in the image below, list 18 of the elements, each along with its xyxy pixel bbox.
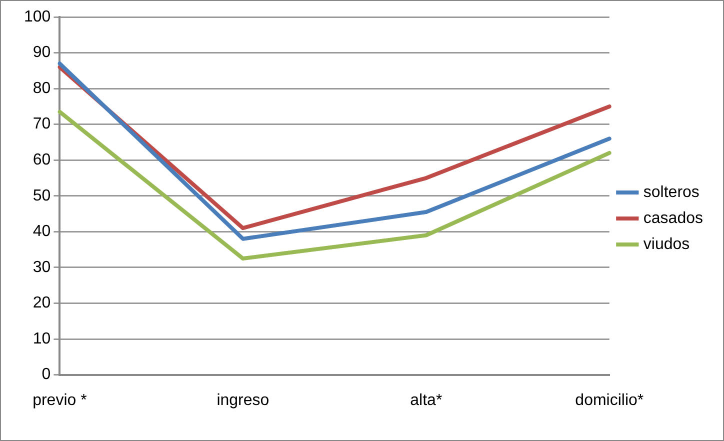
y-tick-label: 100 xyxy=(24,8,51,26)
y-tick-label: 90 xyxy=(32,44,51,62)
x-tick-label: domicilio* xyxy=(575,392,644,409)
legend-label: solteros xyxy=(643,184,700,201)
y-tick-label: 60 xyxy=(32,152,51,169)
y-tick-label: 0 xyxy=(42,366,51,384)
y-tick-label: 30 xyxy=(32,258,51,276)
x-tick-label: previo * xyxy=(32,392,87,409)
y-tick-label: 40 xyxy=(32,223,51,240)
legend-label: casados xyxy=(643,210,703,227)
x-tick-label: alta* xyxy=(410,392,442,409)
x-tick-label: ingreso xyxy=(216,392,270,409)
y-tick-label: 50 xyxy=(32,187,51,204)
y-tick-label: 10 xyxy=(32,330,51,348)
y-tick-label: 20 xyxy=(32,294,51,312)
y-tick-label: 70 xyxy=(32,116,51,133)
y-tick-label: 80 xyxy=(32,80,51,97)
legend-label: viudos xyxy=(643,236,690,253)
